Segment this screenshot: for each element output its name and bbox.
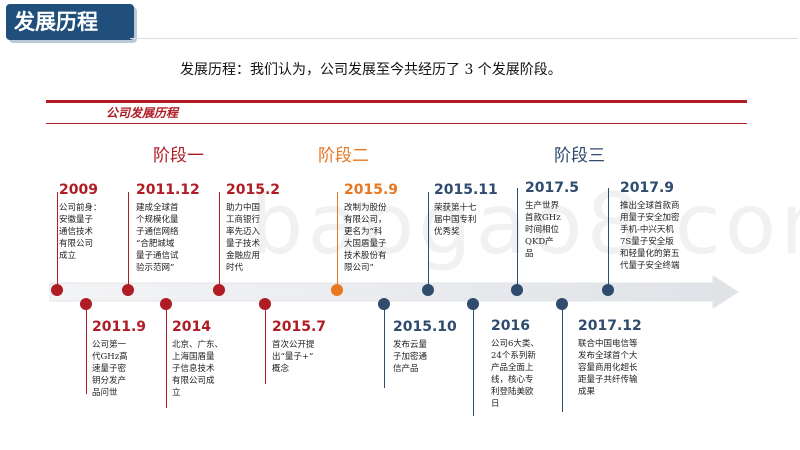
event-2015-2: 2015.2 助力中国 工商银行 率先迈入 量子技术 金融应用 时代: [226, 182, 280, 274]
section-bottom-rule: [46, 123, 747, 124]
phase-2-label: 阶段二: [318, 146, 369, 166]
stem-2017-9: [608, 188, 609, 289]
stem-2009: [57, 192, 58, 289]
marker-2017-9: [602, 284, 614, 296]
event-2014: 2014 北京、广东、 上海国盾量 子信息技术 有限公司成立: [172, 319, 223, 399]
event-2015-11: 2015.11 荣获第十七 届中国专利 优秀奖: [434, 182, 498, 238]
event-desc: 发布云量 子加密通 信产品: [393, 340, 428, 374]
event-date: 2011.12: [136, 182, 200, 198]
stem-2015-9: [337, 192, 338, 289]
event-date: 2017.5: [525, 180, 580, 196]
subtitle: 发展历程：我们认为，公司发展至今共经历了 3 个发展阶段。: [180, 62, 562, 78]
event-desc: 公司第一 代GHz高 速量子密 钥分发产 品问世: [92, 340, 128, 398]
event-desc: 首次公开提 出“量子+” 概念: [272, 340, 315, 374]
event-date: 2014: [172, 319, 211, 335]
stem-2011-12: [128, 192, 129, 289]
page-title: 发展历程: [6, 4, 134, 40]
event-date: 2015.2: [226, 182, 281, 198]
stem-2011-9: [86, 304, 87, 394]
event-desc: 改制为股份 有限公司， 更名为“科 大国盾量子 技术股份有 限公司”: [344, 203, 387, 273]
section-top-rule: [46, 100, 747, 103]
event-date: 2015.7: [272, 319, 327, 335]
stem-2015-2: [219, 192, 220, 289]
marker-2011-12: [122, 284, 134, 296]
event-desc: 生产世界 首款GHz 时间相位 QKD产品: [525, 201, 561, 259]
event-desc: 建成全球首 个规模化量 子通信网络 “合肥城域 量子通信试 验示范网”: [136, 203, 179, 273]
section-label: 公司发展历程: [106, 106, 179, 120]
phase-1-label: 阶段一: [153, 146, 204, 166]
event-2017-9: 2017.9 推出全球首款商 用量子安全加密 手机-中兴天机 7S量子安全版 和轻量化的…: [620, 180, 680, 272]
event-date: 2016: [491, 318, 530, 334]
event-2015-7: 2015.7 首次公开提 出“量子+” 概念: [272, 319, 326, 375]
event-2011-12: 2011.12 建成全球首 个规模化量 子通信网络 “合肥城域 量子通信试 验示范网”: [136, 182, 200, 274]
event-desc: 公司前身： 安徽量子 通信技术 有限公司 成立: [59, 203, 102, 261]
marker-2017-5: [511, 284, 523, 296]
event-date: 2015.11: [434, 182, 498, 198]
title-divider: [130, 38, 798, 39]
event-date: 2011.9: [92, 319, 147, 335]
stem-2017-12: [562, 304, 563, 412]
event-2017-5: 2017.5 生产世界 首款GHz 时间相位 QKD产品: [525, 180, 579, 260]
stem-2015-7: [265, 304, 266, 384]
event-desc: 联合中国电信等 发布全球首个大 容量商用化超长 距量子共纤传输 成果: [578, 339, 638, 397]
event-date: 2017.12: [578, 318, 642, 334]
stem-2016: [473, 304, 474, 416]
event-date: 2009: [59, 182, 98, 198]
stem-2015-11: [428, 192, 429, 289]
event-2017-12: 2017.12 联合中国电信等 发布全球首个大 容量商用化超长 距量子共纤传输 成果: [578, 318, 642, 398]
stem-2015-10: [384, 304, 385, 388]
marker-2015-2: [213, 284, 225, 296]
event-date: 2015.9: [344, 182, 399, 198]
phase-3-label: 阶段三: [554, 146, 605, 166]
event-date: 2017.9: [620, 180, 675, 196]
marker-2015-11: [422, 284, 434, 296]
event-2015-10: 2015.10 发布云量 子加密通 信产品: [393, 319, 457, 375]
event-desc: 推出全球首款商 用量子安全加密 手机-中兴天机 7S量子安全版 和轻量化的第五 代量子安全…: [620, 201, 680, 271]
event-desc: 荣获第十七 届中国专利 优秀奖: [434, 203, 477, 237]
stem-2014: [166, 304, 167, 408]
marker-2009: [51, 284, 63, 296]
event-2011-9: 2011.9 公司第一 代GHz高 速量子密 钥分发产 品问世: [92, 319, 146, 399]
event-2015-9: 2015.9 改制为股份 有限公司， 更名为“科 大国盾量子 技术股份有 限公司”: [344, 182, 398, 274]
stem-2017-5: [517, 188, 518, 289]
event-2016: 2016 公司6大类、 24个系列新 产品全面上 线，核心专 利登陆美欧日: [491, 318, 539, 410]
marker-2015-9: [331, 284, 343, 296]
event-desc: 北京、广东、 上海国盾量 子信息技术 有限公司成立: [172, 340, 224, 398]
event-2009: 2009 公司前身： 安徽量子 通信技术 有限公司 成立: [59, 182, 102, 262]
event-desc: 公司6大类、 24个系列新 产品全面上 线，核心专 利登陆美欧日: [491, 339, 539, 409]
event-date: 2015.10: [393, 319, 457, 335]
event-desc: 助力中国 工商银行 率先迈入 量子技术 金融应用 时代: [226, 203, 261, 273]
